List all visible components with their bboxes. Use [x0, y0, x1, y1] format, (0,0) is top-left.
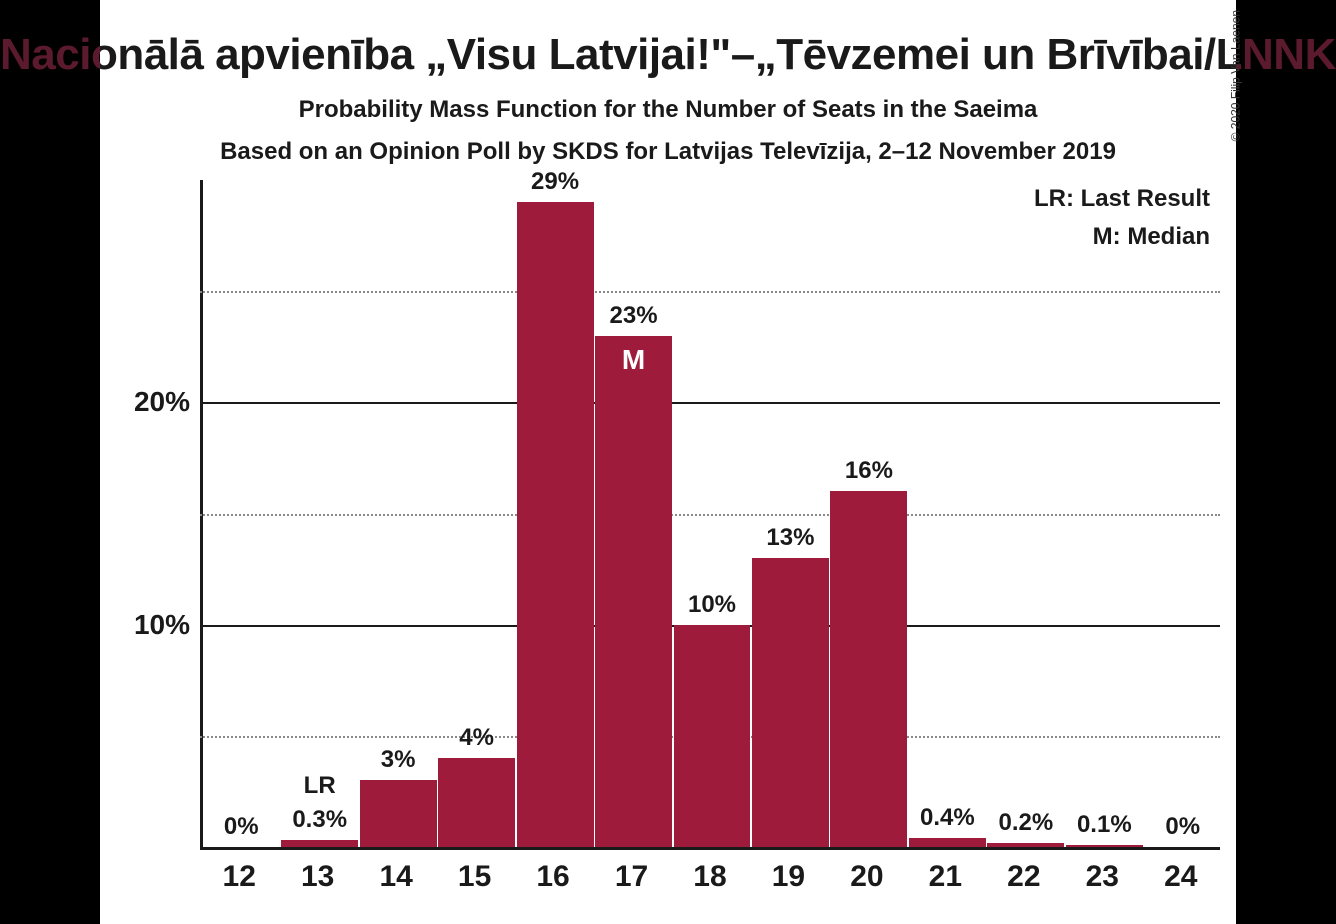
bar-value-label: 0%	[203, 813, 280, 841]
plot-area: LR: Last Result M: Median 10%20% 0%0.3%L…	[200, 180, 1220, 850]
legend: LR: Last Result M: Median	[1034, 180, 1210, 257]
x-tick-label: 18	[671, 860, 749, 894]
title-foreground-clip: Nacionālā apvienība „Visu Latvijai!"–„Tē…	[100, 30, 1236, 90]
x-tick-label: 20	[828, 860, 906, 894]
bar-value-label: 0.3%	[281, 806, 358, 834]
x-tick-label: 22	[985, 860, 1063, 894]
x-tick-label: 16	[514, 860, 592, 894]
x-tick-label: 17	[592, 860, 670, 894]
chart-title: Nacionālā apvienība „Visu Latvijai!"–„Tē…	[100, 30, 1236, 80]
gridline-major	[200, 402, 1220, 404]
x-tick-label: 21	[906, 860, 984, 894]
bar: 0.2%	[987, 843, 1064, 847]
bar: 4%	[438, 758, 515, 847]
bar: 3%	[360, 780, 437, 847]
x-axis	[200, 847, 1220, 850]
bar-value-label: 0.4%	[909, 804, 986, 832]
bar: 23%M	[595, 336, 672, 847]
bar-value-label: 10%	[674, 591, 751, 619]
bar-value-label: 23%	[595, 302, 672, 330]
bar-value-label: 4%	[438, 724, 515, 752]
y-tick-label: 10%	[100, 609, 190, 641]
x-tick-label: 23	[1063, 860, 1141, 894]
x-tick-label: 19	[749, 860, 827, 894]
bar-value-label: 16%	[830, 457, 907, 485]
bar: 29%	[517, 202, 594, 847]
bar-annotation-lr: LR	[281, 772, 358, 800]
chart-subtitle-2: Based on an Opinion Poll by SKDS for Lat…	[100, 138, 1236, 166]
bar: 10%	[674, 625, 751, 847]
chart-subtitle-1: Probability Mass Function for the Number…	[100, 96, 1236, 124]
copyright-text: © 2020 Filip Van Laenen	[1228, 10, 1242, 141]
x-tick-label: 15	[435, 860, 513, 894]
bar-value-label: 0.1%	[1066, 811, 1143, 839]
bar-value-label: 0%	[1144, 813, 1221, 841]
bar-value-label: 3%	[360, 746, 437, 774]
bar-value-label: 29%	[517, 168, 594, 196]
legend-lr: LR: Last Result	[1034, 180, 1210, 218]
x-tick-label: 12	[200, 860, 278, 894]
x-tick-label: 24	[1142, 860, 1220, 894]
y-tick-label: 20%	[100, 386, 190, 418]
x-tick-label: 13	[278, 860, 356, 894]
x-tick-label: 14	[357, 860, 435, 894]
gridline-minor	[200, 291, 1220, 293]
bar-value-label: 0.2%	[987, 809, 1064, 837]
bar-annotation-median: M	[595, 344, 672, 376]
bar-value-label: 13%	[752, 524, 829, 552]
bar: 0.1%	[1066, 845, 1143, 847]
bar: 13%	[752, 558, 829, 847]
bar: 0.4%	[909, 838, 986, 847]
bar: 16%	[830, 491, 907, 847]
bar: 0.3%LR	[281, 840, 358, 847]
legend-median: M: Median	[1034, 218, 1210, 256]
gridline-minor	[200, 514, 1220, 516]
